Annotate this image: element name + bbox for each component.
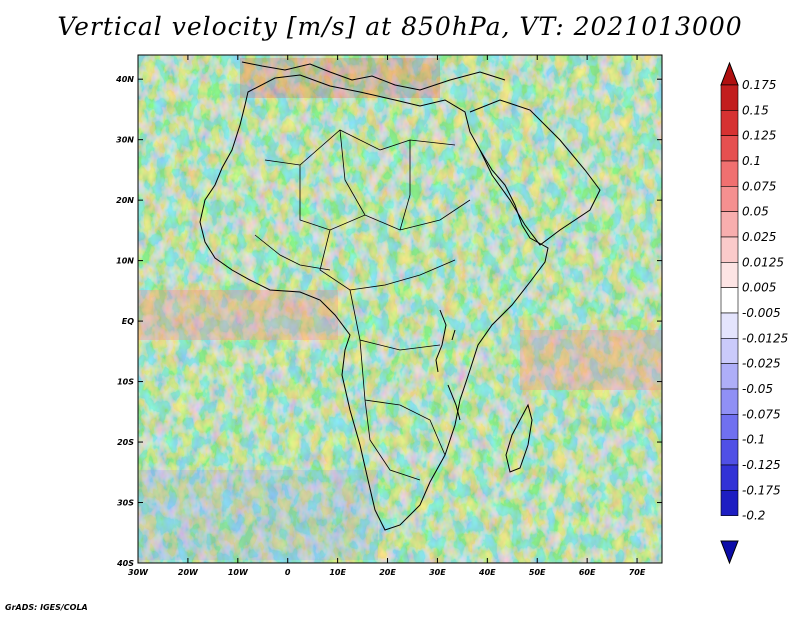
longitude-axis: 30W 20W 10W 0 10E 20E 30E 40E 50E 60E 70E (128, 55, 646, 577)
colorbar-bin (720, 160, 739, 187)
plot-frame (137, 54, 663, 564)
lon-tick-label: 60E (579, 568, 596, 577)
colorbar-label: 0.0125 (742, 255, 784, 269)
grads-credit: GrADS: IGES/COLA (5, 603, 88, 612)
africa-coastline (199, 74, 549, 531)
colorbar-bin (720, 312, 739, 339)
country-borders (254, 129, 471, 481)
lat-tick-label: 20S (117, 438, 134, 447)
equatorial-updraft-band (138, 290, 338, 340)
map-title: Vertical velocity [m/s] at 850hPa, VT: 2… (57, 12, 743, 41)
indian-ocean-updraft-band (520, 330, 662, 390)
lon-tick-label: 10W (228, 568, 249, 577)
lon-tick-label: 30W (128, 568, 149, 577)
lon-tick-label: 70E (629, 568, 646, 577)
europe-coastline (241, 61, 506, 91)
colorbar-bin (720, 464, 739, 491)
lat-tick-label: 30S (117, 499, 134, 508)
colorbar-top-arrow (720, 61, 739, 86)
colorbar-label: -0.125 (742, 458, 781, 472)
colorbar-bin (720, 439, 739, 466)
colorbar-label: 0.075 (742, 179, 776, 193)
lat-tick-label: 30N (116, 136, 134, 145)
lon-tick-label: 50E (529, 568, 546, 577)
mediterranean-band (240, 58, 440, 98)
colorbar-label: 0.125 (742, 129, 776, 143)
velocity-noise-layer (138, 55, 662, 563)
colorbar-label: -0.175 (742, 483, 781, 497)
lon-tick-label: 10E (329, 568, 346, 577)
colorbar-label: -0.025 (742, 357, 781, 371)
colorbar-bin (720, 287, 739, 314)
colorbar-bin (720, 211, 739, 238)
colorbar-bin (720, 388, 739, 415)
colorbar-label: -0.0125 (742, 331, 788, 345)
colorbar-bin (720, 186, 739, 212)
colorbar-bin (720, 262, 739, 288)
southern-ocean-band (138, 470, 378, 560)
arabia-coastline (469, 99, 601, 246)
lon-tick-label: 20E (379, 568, 396, 577)
colorbar-bin (720, 84, 739, 111)
lat-tick-label: 20N (116, 196, 134, 205)
colorbar-label: -0.075 (742, 407, 781, 421)
colorbar-bin (720, 110, 739, 136)
lat-tick-label: 40N (115, 75, 134, 84)
lat-tick-label: 40S (116, 559, 134, 568)
colorbar-label: 0.175 (742, 78, 776, 92)
velocity-field (138, 55, 662, 563)
colorbar-label: 0.025 (742, 230, 776, 244)
colorbar-label: -0.1 (742, 433, 765, 447)
lon-tick-label: 30E (429, 568, 446, 577)
colorbar-bin (720, 414, 739, 440)
latitude-axis: 40N 30N 20N 10N EQ 10S 20S 30S 40S (115, 75, 662, 568)
colorbar-bin (720, 236, 739, 263)
lon-tick-label: 20W (178, 568, 199, 577)
colorbar-label: -0.2 (742, 509, 765, 523)
colorbar-label: 0.005 (742, 281, 776, 295)
colorbar-bin (720, 135, 739, 162)
colorbar: 0.175 0.15 0.125 0.1 0.075 0.05 0.025 0.0125 0.0… (720, 61, 788, 565)
colorbar-label: 0.05 (742, 205, 769, 219)
colorbar-bottom-arrow (720, 540, 739, 565)
great-lakes (435, 309, 461, 421)
lat-tick-label: 10N (116, 257, 134, 266)
lon-tick-label: 0 (285, 568, 291, 577)
colorbar-bin (720, 338, 739, 364)
madagascar-coastline (505, 403, 533, 473)
colorbar-label: -0.05 (742, 382, 773, 396)
colorbar-label: -0.005 (742, 306, 781, 320)
colorbar-label: 0.15 (742, 103, 769, 117)
lat-tick-label: 10S (117, 378, 134, 387)
colorbar-bin (720, 363, 739, 390)
lat-tick-label: EQ (122, 317, 134, 326)
colorbar-bin (720, 490, 739, 516)
lon-tick-label: 40E (478, 568, 496, 577)
colorbar-label: 0.1 (742, 154, 761, 168)
